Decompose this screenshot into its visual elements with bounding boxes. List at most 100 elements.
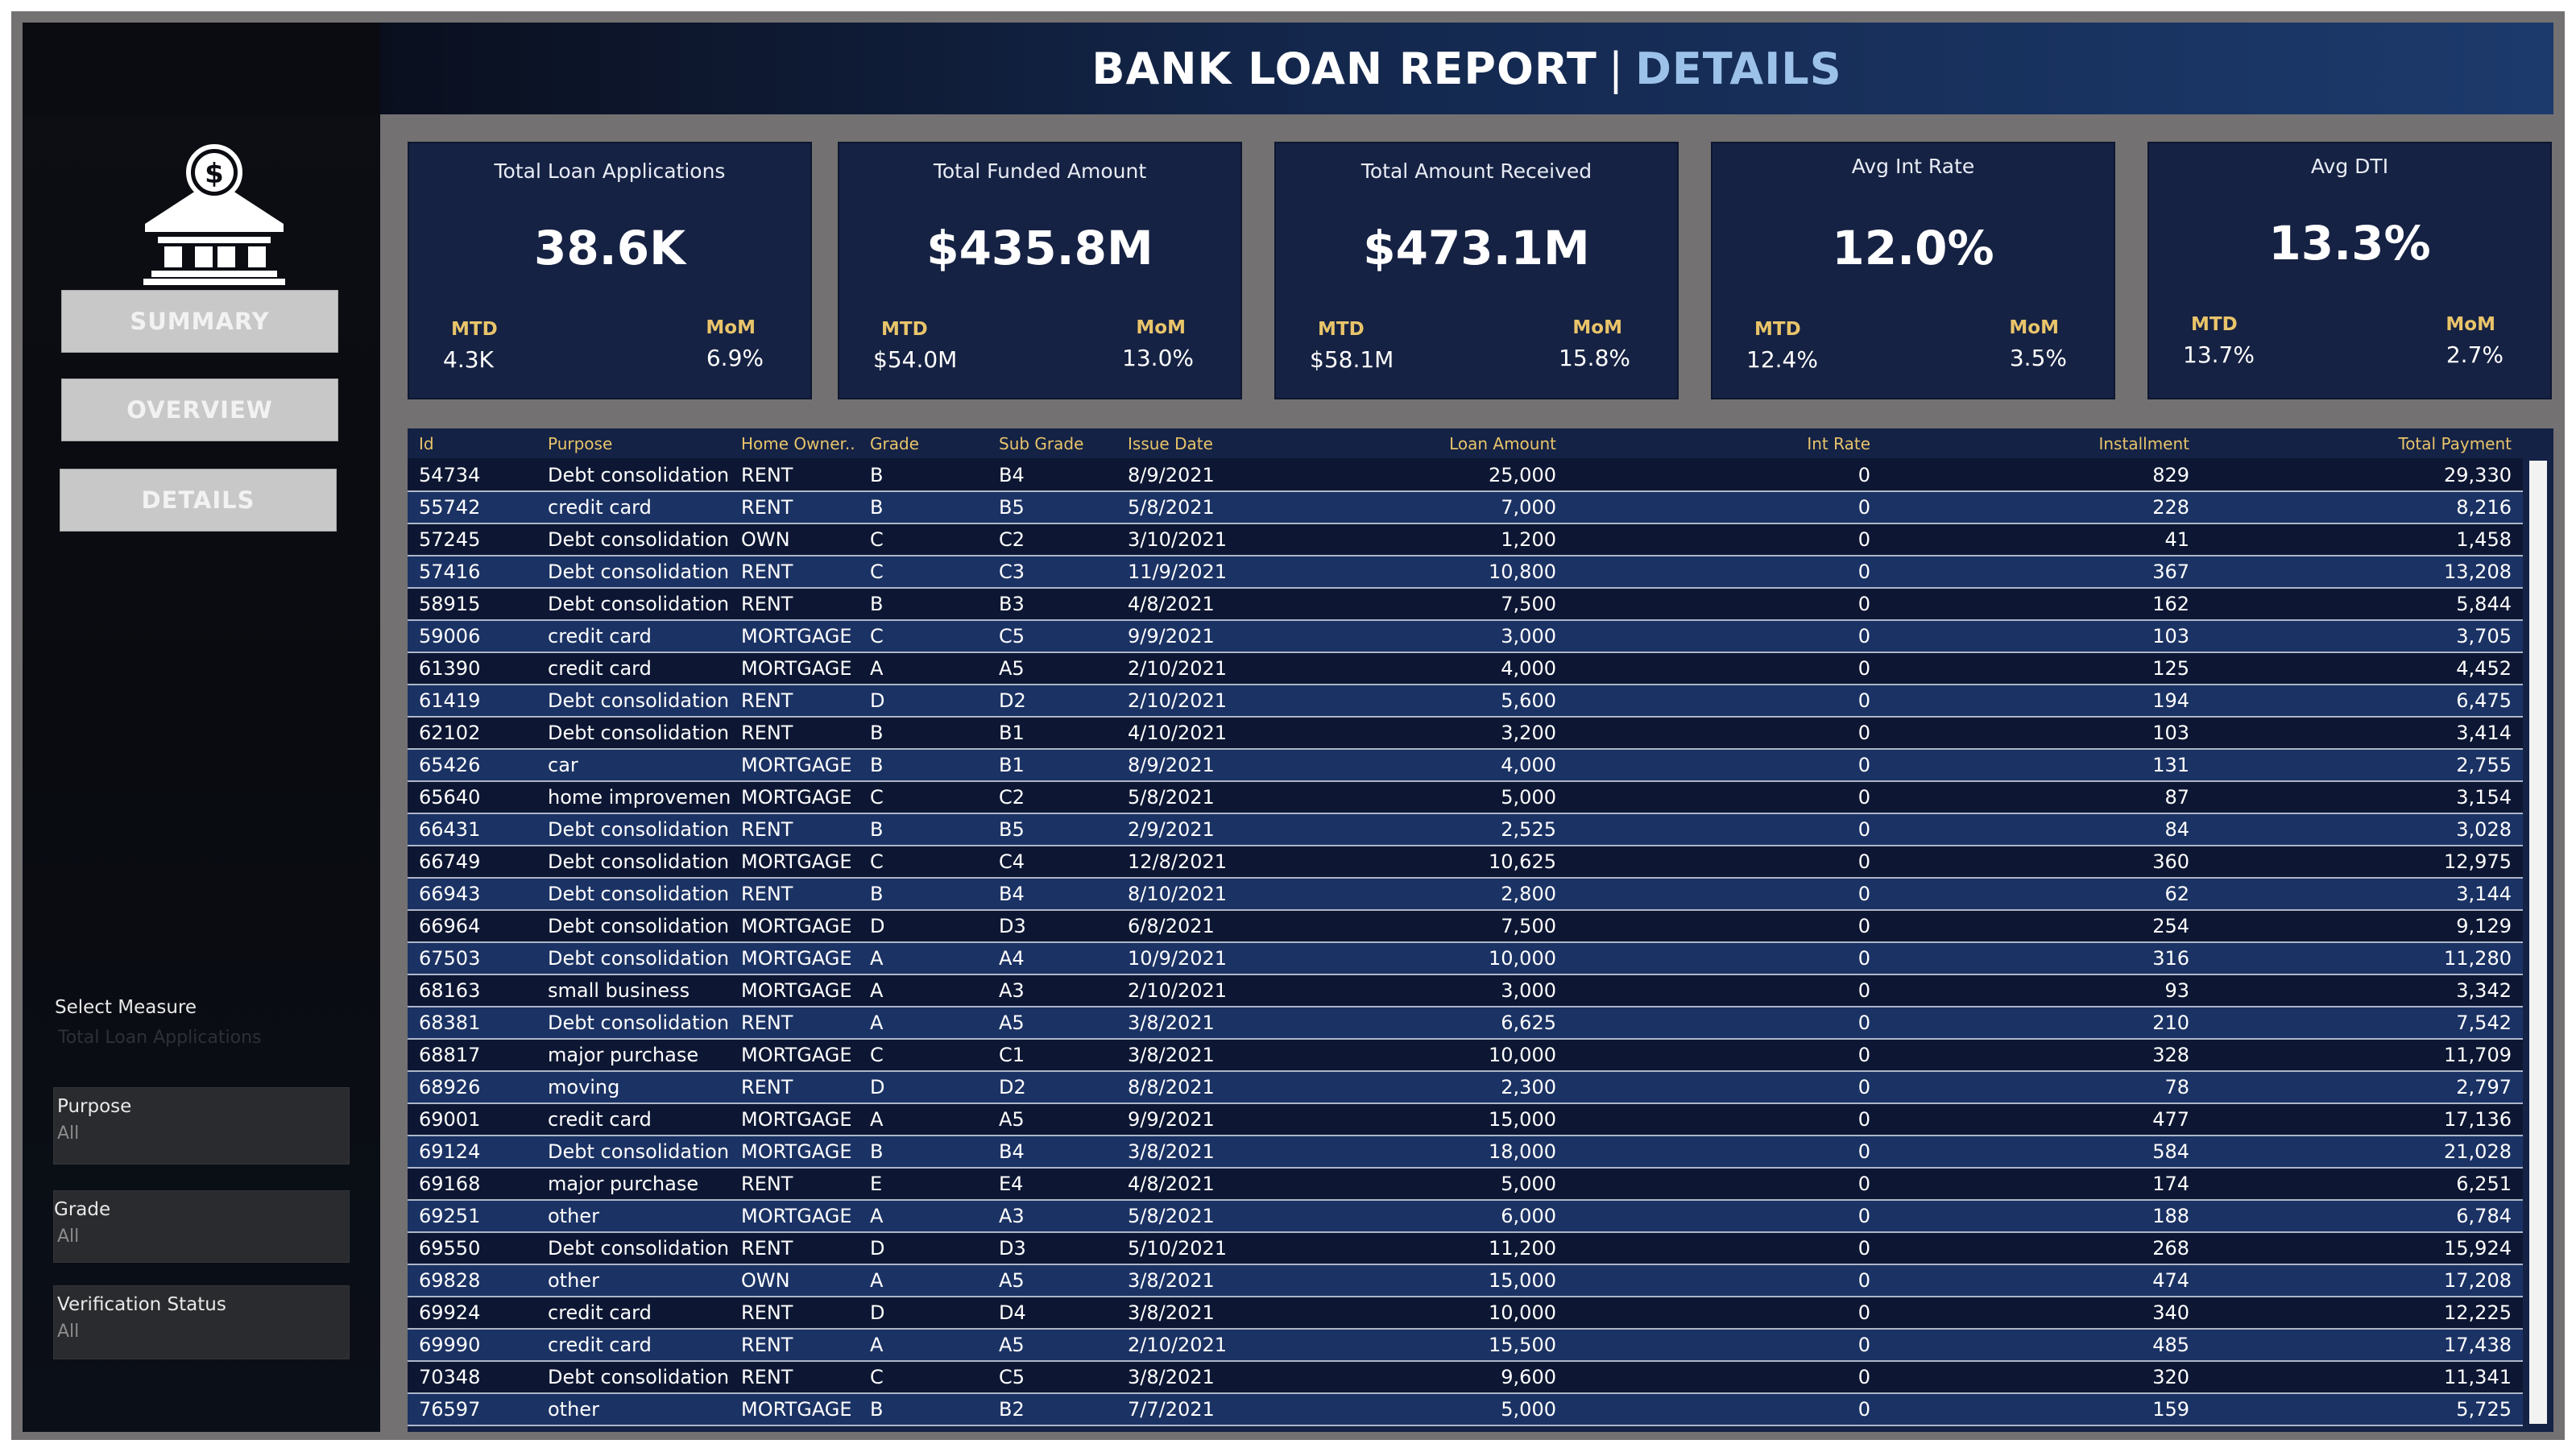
purpose-filter-value[interactable]: All bbox=[57, 1123, 80, 1144]
grade-filter-label: Grade bbox=[54, 1199, 111, 1220]
col-header-sub-grade[interactable]: Sub Grade bbox=[988, 428, 1116, 460]
select-measure-dropdown[interactable]: Total Loan Applications bbox=[58, 1028, 262, 1048]
table-cell: 8/9/2021 bbox=[1116, 459, 1245, 492]
table-cell: 477 bbox=[1882, 1103, 2201, 1136]
table-row[interactable]: 66964 Debt consolidation MORTGAGE D D3 6/8/20… bbox=[408, 910, 2523, 943]
table-cell: 55742 bbox=[408, 491, 536, 524]
table-row[interactable]: 69828 other OWN A A5 3/8/2021 15,000 0 474 17,208 bbox=[408, 1264, 2523, 1297]
table-cell: 3,705 bbox=[2201, 620, 2523, 653]
table-cell: 3/8/2021 bbox=[1116, 1297, 1245, 1330]
table-cell: 65426 bbox=[408, 749, 536, 782]
table-row[interactable]: 68381 Debt consolidation RENT A A5 3/8/2021 6,… bbox=[408, 1007, 2523, 1040]
table-row[interactable]: 69550 Debt consolidation RENT D D3 5/10/2021 1… bbox=[408, 1232, 2523, 1265]
page-title: BANK LOAN REPORT | DETAILS bbox=[380, 23, 2553, 114]
table-cell: C4 bbox=[988, 846, 1116, 879]
table-row[interactable]: 68817 major purchase MORTGAGE C C1 3/8/2021 10… bbox=[408, 1039, 2523, 1072]
table-row[interactable]: 69001 credit card MORTGAGE A A5 9/9/2021 15,00… bbox=[408, 1103, 2523, 1136]
table-cell: 3/8/2021 bbox=[1116, 1264, 1245, 1297]
table-cell: 0 bbox=[1568, 878, 1882, 911]
col-header-grade[interactable]: Grade bbox=[859, 428, 988, 460]
grade-filter-value[interactable]: All bbox=[57, 1227, 80, 1247]
header-left-fill bbox=[23, 23, 380, 114]
table-cell: Debt consolidation bbox=[536, 523, 730, 556]
table-cell: D4 bbox=[988, 1297, 1116, 1330]
col-header-loan-amount[interactable]: Loan Amount bbox=[1245, 428, 1568, 460]
table-cell: 10,000 bbox=[1245, 1297, 1568, 1330]
purpose-filter[interactable]: Purpose All bbox=[53, 1087, 350, 1165]
table-row[interactable]: 69168 major purchase RENT E E4 4/8/2021 5,000 0… bbox=[408, 1168, 2523, 1201]
kpi-mtd-value: $58.1M bbox=[1310, 346, 1394, 373]
table-row[interactable]: 68926 moving RENT D D2 8/8/2021 2,300 0 78 2,797 bbox=[408, 1071, 2523, 1104]
table-cell: 93 bbox=[1882, 974, 2201, 1007]
summary-button[interactable]: SUMMARY bbox=[61, 290, 338, 353]
table-cell: MORTGAGE bbox=[730, 1103, 859, 1136]
table-row[interactable]: 68163 small business MORTGAGE A A3 2/10/2021 3… bbox=[408, 974, 2523, 1007]
col-header-issue-date[interactable]: Issue Date bbox=[1116, 428, 1245, 460]
table-cell: B4 bbox=[988, 459, 1116, 492]
table-cell: 0 bbox=[1568, 1297, 1882, 1330]
col-header-purpose[interactable]: Purpose bbox=[536, 428, 730, 460]
table-row[interactable]: 66943 Debt consolidation RENT B B4 8/10/2021 2… bbox=[408, 878, 2523, 911]
table-row[interactable]: 57416 Debt consolidation RENT C C3 11/9/2021 1… bbox=[408, 556, 2523, 589]
table-cell: 78 bbox=[1882, 1071, 2201, 1104]
col-header-id[interactable]: Id bbox=[408, 428, 536, 460]
table-row[interactable]: 58915 Debt consolidation RENT B B3 4/8/2021 7,… bbox=[408, 588, 2523, 621]
table-row[interactable]: 66431 Debt consolidation RENT B B5 2/9/2021 2,… bbox=[408, 813, 2523, 846]
table-row[interactable]: 65640 home improvement MORTGAGE C C2 5/8/2021… bbox=[408, 781, 2523, 814]
verification-status-value[interactable]: All bbox=[57, 1322, 80, 1342]
table-row[interactable]: 69990 credit card RENT A A5 2/10/2021 15,500 0 4… bbox=[408, 1329, 2523, 1362]
table-cell: 0 bbox=[1568, 1103, 1882, 1136]
table-cell: 68926 bbox=[408, 1071, 536, 1104]
table-row[interactable]: 70348 Debt consolidation RENT C C5 3/8/2021 9,… bbox=[408, 1361, 2523, 1394]
table-cell: 4/8/2021 bbox=[1116, 1168, 1245, 1201]
table-cell: 17,208 bbox=[2201, 1264, 2523, 1297]
table-cell: Debt consolidation bbox=[536, 556, 730, 589]
col-header-total-payment[interactable]: Total Payment bbox=[2201, 428, 2523, 460]
table-cell: B1 bbox=[988, 749, 1116, 782]
table-cell: C bbox=[859, 781, 988, 814]
table-cell: 474 bbox=[1882, 1264, 2201, 1297]
details-button[interactable]: DETAILS bbox=[60, 469, 337, 532]
table-cell: 65640 bbox=[408, 781, 536, 814]
table-row[interactable]: 65426 car MORTGAGE B B1 8/9/2021 4,000 0 131 2,75… bbox=[408, 749, 2523, 782]
table-cell: 0 bbox=[1568, 846, 1882, 879]
overview-button[interactable]: OVERVIEW bbox=[61, 379, 338, 441]
table-cell: 0 bbox=[1568, 781, 1882, 814]
table-cell: MORTGAGE bbox=[730, 749, 859, 782]
table-cell: 320 bbox=[1882, 1361, 2201, 1394]
verification-status-filter[interactable]: Verification Status All bbox=[53, 1285, 350, 1359]
table-row[interactable]: 67503 Debt consolidation MORTGAGE A A4 10/9/2… bbox=[408, 942, 2523, 975]
table-cell: 0 bbox=[1568, 717, 1882, 750]
details-table[interactable]: Id Purpose Home Owner.. Grade Sub Grade … bbox=[408, 428, 2553, 1432]
col-header-int-rate[interactable]: Int Rate bbox=[1568, 428, 1882, 460]
table-cell: 2/9/2021 bbox=[1116, 813, 1245, 846]
table-row[interactable]: 59006 credit card MORTGAGE C C5 9/9/2021 3,000… bbox=[408, 620, 2523, 653]
table-cell: 59006 bbox=[408, 620, 536, 653]
table-cell: 68163 bbox=[408, 974, 536, 1007]
table-cell: 584 bbox=[1882, 1136, 2201, 1169]
table-cell: 15,000 bbox=[1245, 1264, 1568, 1297]
table-row[interactable]: 54734 Debt consolidation RENT B B4 8/9/2021 25… bbox=[408, 459, 2523, 492]
table-row[interactable]: 76597 other MORTGAGE B B2 7/7/2021 5,000 0 159 5,… bbox=[408, 1393, 2523, 1426]
table-row[interactable]: 55742 credit card RENT B B5 5/8/2021 7,000 0 228… bbox=[408, 491, 2523, 524]
table-row[interactable]: 57245 Debt consolidation OWN C C2 3/10/2021 1,… bbox=[408, 523, 2523, 556]
table-row[interactable]: 69251 other MORTGAGE A A3 5/8/2021 6,000 0 188 6,… bbox=[408, 1200, 2523, 1233]
table-cell: 10,000 bbox=[1245, 1039, 1568, 1072]
table-row[interactable]: 66749 Debt consolidation MORTGAGE C C4 12/8/2… bbox=[408, 846, 2523, 879]
table-row[interactable]: 69924 credit card RENT D D4 3/8/2021 10,000 0 34… bbox=[408, 1297, 2523, 1330]
grade-filter[interactable]: Grade All bbox=[53, 1190, 350, 1263]
table-cell: 67503 bbox=[408, 942, 536, 975]
table-cell: 61390 bbox=[408, 652, 536, 685]
table-cell: 2/10/2021 bbox=[1116, 652, 1245, 685]
table-cell: 5/8/2021 bbox=[1116, 491, 1245, 524]
table-row[interactable]: 69124 Debt consolidation MORTGAGE B B4 3/8/20… bbox=[408, 1136, 2523, 1169]
table-row[interactable]: 61390 credit card MORTGAGE A A5 2/10/2021 4,00… bbox=[408, 652, 2523, 685]
table-scrollbar[interactable] bbox=[2529, 461, 2547, 1424]
table-cell: 0 bbox=[1568, 1232, 1882, 1265]
col-header-home-owner[interactable]: Home Owner.. bbox=[730, 428, 859, 460]
table-cell: 7,000 bbox=[1245, 491, 1568, 524]
table-cell: A5 bbox=[988, 1103, 1116, 1136]
table-row[interactable]: 61419 Debt consolidation RENT D D2 2/10/2021 5… bbox=[408, 685, 2523, 718]
col-header-installment[interactable]: Installment bbox=[1882, 428, 2201, 460]
table-row[interactable]: 62102 Debt consolidation RENT B B1 4/10/2021 3… bbox=[408, 717, 2523, 750]
